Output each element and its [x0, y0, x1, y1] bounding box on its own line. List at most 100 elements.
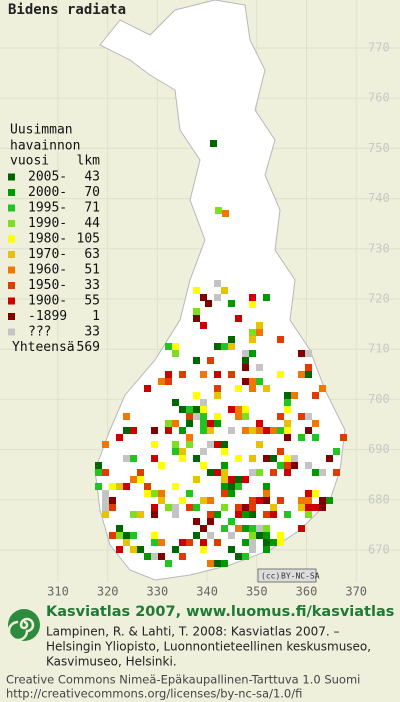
observation	[116, 546, 123, 553]
x-tick-label: 310	[47, 585, 69, 599]
observation	[179, 406, 186, 413]
observation	[165, 504, 172, 511]
legend-total-label: Yhteensä	[12, 340, 75, 355]
observation	[263, 511, 270, 518]
observation	[179, 553, 186, 560]
observation	[151, 539, 158, 546]
license-line: http://creativecommons.org/licenses/by-n…	[6, 687, 302, 701]
observation	[172, 546, 179, 553]
observation	[200, 420, 207, 427]
observation	[123, 483, 130, 490]
observation	[256, 364, 263, 371]
observation	[228, 490, 235, 497]
observation	[123, 427, 130, 434]
observation	[130, 455, 137, 462]
observation	[179, 371, 186, 378]
legend-label: 1995-	[28, 201, 67, 216]
observation	[249, 455, 256, 462]
y-tick-label: 750	[368, 141, 390, 155]
observation	[291, 462, 298, 469]
badge-license: BY-NC-SA	[281, 572, 320, 581]
citation-line: Helsingin Yliopisto, Luonnontieteellinen…	[46, 640, 371, 654]
observation	[284, 392, 291, 399]
observation	[221, 490, 228, 497]
observation	[221, 441, 228, 448]
observation	[193, 532, 200, 539]
observation	[249, 294, 256, 301]
observation	[158, 490, 165, 497]
x-tick-label: 370	[345, 585, 367, 599]
observation	[179, 497, 186, 504]
observation	[305, 413, 312, 420]
legend-count: 43	[84, 170, 100, 185]
observation	[228, 532, 235, 539]
observation	[242, 378, 249, 385]
observation	[284, 511, 291, 518]
observation	[102, 504, 109, 511]
legend-count: 55	[84, 294, 100, 309]
observation	[193, 476, 200, 483]
observation	[144, 553, 151, 560]
observation	[312, 504, 319, 511]
legend-label: 1900-	[28, 294, 67, 309]
observation	[270, 469, 277, 476]
observation	[249, 378, 256, 385]
observation	[319, 504, 326, 511]
observation	[193, 504, 200, 511]
observation	[102, 497, 109, 504]
observation	[228, 406, 235, 413]
observation	[263, 455, 270, 462]
observation	[207, 441, 214, 448]
observation	[165, 371, 172, 378]
observation	[95, 483, 102, 490]
observation	[207, 511, 214, 518]
observation	[235, 504, 242, 511]
observation	[221, 476, 228, 483]
observation	[130, 532, 137, 539]
observation	[200, 448, 207, 455]
observation	[151, 455, 158, 462]
observation	[172, 399, 179, 406]
legend-swatch	[8, 204, 15, 212]
observation	[228, 546, 235, 553]
observation	[284, 455, 291, 462]
observation	[277, 497, 284, 504]
footer-heading: Kasviatlas 2007, www.luomus.fi/kasviatla…	[46, 604, 394, 620]
observation	[270, 427, 277, 434]
observation	[270, 455, 277, 462]
observation	[130, 427, 137, 434]
observation	[214, 539, 221, 546]
badge-cc: (cc)	[261, 572, 280, 581]
observation	[242, 350, 249, 357]
legend-count: 1	[92, 309, 100, 324]
observation	[312, 469, 319, 476]
observation	[214, 420, 221, 427]
observation	[200, 399, 207, 406]
observation	[305, 490, 312, 497]
observation	[305, 504, 312, 511]
observation	[235, 455, 242, 462]
observation	[214, 441, 221, 448]
observation	[179, 427, 186, 434]
observation	[242, 427, 249, 434]
observation	[298, 504, 305, 511]
observation	[228, 371, 235, 378]
x-tick-label: 320	[97, 585, 119, 599]
observation	[298, 525, 305, 532]
observation	[249, 539, 256, 546]
y-tick-label: 760	[368, 91, 390, 105]
observation	[207, 560, 214, 567]
legend-label: 1960-	[28, 263, 67, 278]
license-line: Creative Commons Nimeä-Epäkaupallinen-Ta…	[6, 673, 360, 687]
observation	[235, 511, 242, 518]
observation	[200, 539, 207, 546]
observation	[137, 476, 144, 483]
observation	[235, 553, 242, 560]
observation	[319, 469, 326, 476]
observation	[200, 497, 207, 504]
observation	[319, 497, 326, 504]
observation	[235, 476, 242, 483]
observation	[256, 525, 263, 532]
observation	[242, 511, 249, 518]
